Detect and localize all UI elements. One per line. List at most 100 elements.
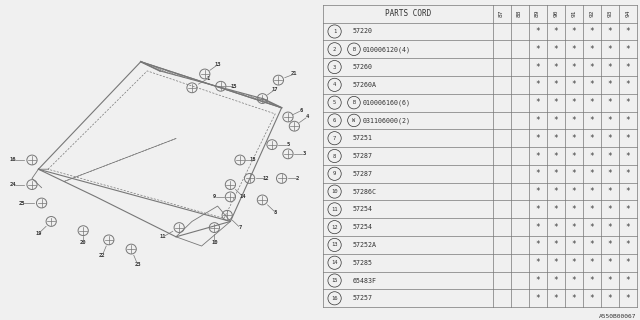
Text: *: * xyxy=(607,240,612,250)
Text: 6: 6 xyxy=(333,118,336,123)
Text: *: * xyxy=(625,240,630,250)
Text: W: W xyxy=(353,118,356,123)
Text: *: * xyxy=(572,240,576,250)
Text: *: * xyxy=(589,62,594,72)
Text: *: * xyxy=(607,45,612,54)
Text: *: * xyxy=(572,169,576,178)
Text: *: * xyxy=(572,27,576,36)
Text: *: * xyxy=(572,187,576,196)
Text: *: * xyxy=(589,187,594,196)
Text: *: * xyxy=(625,80,630,89)
Text: *: * xyxy=(625,98,630,107)
Text: *: * xyxy=(607,62,612,72)
Text: *: * xyxy=(607,205,612,214)
Text: *: * xyxy=(535,134,540,143)
Text: 8: 8 xyxy=(333,154,336,158)
Text: *: * xyxy=(589,151,594,161)
Text: 57257: 57257 xyxy=(353,295,372,301)
Text: 2: 2 xyxy=(296,176,300,181)
Text: *: * xyxy=(607,116,612,125)
Text: *: * xyxy=(572,62,576,72)
Text: 57220: 57220 xyxy=(353,28,372,35)
Text: 92: 92 xyxy=(589,10,594,18)
Text: 25: 25 xyxy=(19,201,26,205)
Text: 16: 16 xyxy=(10,157,16,163)
Text: *: * xyxy=(625,151,630,161)
Text: *: * xyxy=(572,276,576,285)
Text: 010006120(4): 010006120(4) xyxy=(363,46,411,52)
Text: *: * xyxy=(572,151,576,161)
Text: *: * xyxy=(589,80,594,89)
Text: *: * xyxy=(535,240,540,250)
Text: 12: 12 xyxy=(262,176,269,181)
Text: 4: 4 xyxy=(333,82,336,87)
Text: *: * xyxy=(554,80,558,89)
Text: *: * xyxy=(535,169,540,178)
Text: *: * xyxy=(554,62,558,72)
Text: 91: 91 xyxy=(571,10,576,18)
Text: *: * xyxy=(589,116,594,125)
Text: *: * xyxy=(572,205,576,214)
Text: 57287: 57287 xyxy=(353,171,372,177)
Text: *: * xyxy=(554,205,558,214)
Text: 18: 18 xyxy=(250,157,256,163)
Text: B: B xyxy=(353,100,356,105)
Text: *: * xyxy=(572,80,576,89)
Text: 57260: 57260 xyxy=(353,64,372,70)
Text: 8: 8 xyxy=(273,210,277,215)
Text: 87: 87 xyxy=(499,10,504,18)
Text: *: * xyxy=(625,258,630,267)
Text: *: * xyxy=(589,223,594,232)
Text: *: * xyxy=(535,98,540,107)
Text: 031106000(2): 031106000(2) xyxy=(363,117,411,124)
Text: 57251: 57251 xyxy=(353,135,372,141)
Text: *: * xyxy=(625,27,630,36)
Text: 9: 9 xyxy=(333,171,336,176)
Text: *: * xyxy=(625,294,630,303)
Text: *: * xyxy=(607,294,612,303)
Text: 90: 90 xyxy=(553,10,558,18)
Text: 12: 12 xyxy=(332,225,338,230)
Text: *: * xyxy=(607,27,612,36)
Text: *: * xyxy=(607,151,612,161)
Text: *: * xyxy=(535,187,540,196)
Text: 10: 10 xyxy=(211,240,218,245)
Text: *: * xyxy=(607,98,612,107)
Text: 13: 13 xyxy=(332,243,338,247)
Text: *: * xyxy=(572,223,576,232)
Text: *: * xyxy=(535,62,540,72)
Text: 93: 93 xyxy=(607,10,612,18)
Text: 11: 11 xyxy=(160,234,166,239)
Text: *: * xyxy=(535,27,540,36)
Text: *: * xyxy=(607,80,612,89)
Text: 4: 4 xyxy=(305,115,309,119)
Text: *: * xyxy=(535,80,540,89)
Text: 7: 7 xyxy=(238,225,242,230)
Text: *: * xyxy=(625,205,630,214)
Text: 13: 13 xyxy=(214,62,221,67)
Text: 24: 24 xyxy=(10,182,16,187)
Text: *: * xyxy=(589,276,594,285)
Text: 11: 11 xyxy=(332,207,338,212)
Text: 94: 94 xyxy=(625,10,630,18)
Text: *: * xyxy=(535,276,540,285)
Text: 57287: 57287 xyxy=(353,153,372,159)
Text: *: * xyxy=(589,45,594,54)
Text: B: B xyxy=(353,47,356,52)
Text: *: * xyxy=(535,258,540,267)
Text: *: * xyxy=(607,223,612,232)
Text: *: * xyxy=(607,169,612,178)
Text: 10: 10 xyxy=(332,189,338,194)
Text: *: * xyxy=(535,45,540,54)
Text: *: * xyxy=(554,187,558,196)
Text: *: * xyxy=(625,169,630,178)
Text: *: * xyxy=(572,294,576,303)
Text: 3: 3 xyxy=(333,65,336,69)
Text: *: * xyxy=(589,98,594,107)
Text: *: * xyxy=(589,27,594,36)
Text: *: * xyxy=(589,205,594,214)
Text: 57254: 57254 xyxy=(353,224,372,230)
Text: 6: 6 xyxy=(299,108,303,113)
Text: 5: 5 xyxy=(286,142,290,147)
Text: *: * xyxy=(554,294,558,303)
